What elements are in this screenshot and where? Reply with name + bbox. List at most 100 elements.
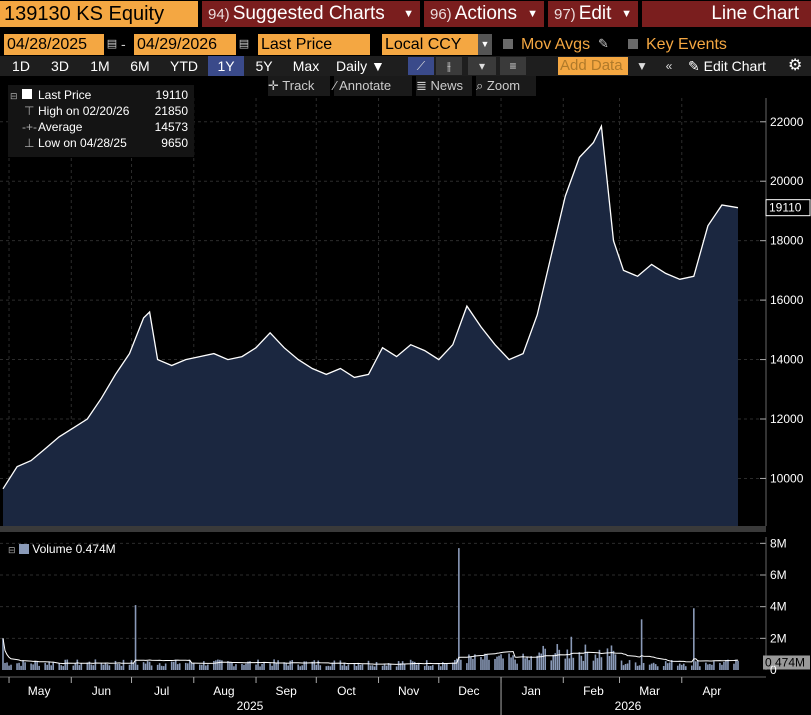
chevron-down-icon[interactable]: ▾ [468, 57, 496, 75]
track-tool[interactable]: ✛ Track [268, 76, 330, 96]
collapse-icon[interactable]: ⊟ [10, 91, 18, 101]
volume-bar [66, 659, 69, 670]
edit-chart-button[interactable]: ✎ Edit Chart [688, 56, 766, 76]
volume-bar [118, 663, 121, 670]
volume-bar [482, 659, 484, 670]
y-tick-label: 12000 [770, 412, 804, 426]
panel-divider[interactable] [0, 526, 766, 532]
volume-bar [247, 661, 249, 670]
double-chevron-left-icon[interactable]: « [658, 57, 680, 75]
zoom-tool[interactable]: ⌕ Zoom [476, 76, 536, 96]
volume-bar [283, 662, 285, 670]
volume-bar [596, 658, 599, 670]
candlestick-icon[interactable]: ⫲ [436, 57, 462, 75]
volume-bar [626, 663, 629, 670]
volume-bar [423, 665, 426, 670]
y-tick-label: 18000 [770, 234, 804, 248]
volume-bar [550, 660, 553, 670]
volume-bar [178, 663, 181, 670]
volume-bar [190, 663, 193, 670]
volume-bar [510, 657, 512, 670]
volume-tick-label: 2M [770, 631, 787, 645]
volume-bar [735, 659, 737, 670]
price-line [2, 123, 739, 490]
gear-icon[interactable]: ⚙ [788, 57, 803, 74]
volume-bar [530, 656, 532, 670]
period-3d[interactable]: 3D [51, 58, 69, 74]
volume-bar [188, 660, 191, 670]
volume-bar [606, 648, 609, 670]
caret-down-icon[interactable]: ▼ [632, 57, 652, 75]
line-chart-icon[interactable]: ⟋ [408, 57, 434, 75]
chevron-down-icon[interactable]: ▼ [478, 34, 492, 55]
volume-bar [64, 659, 67, 670]
end-date-field[interactable]: 04/29/2026 [134, 34, 236, 55]
volume-bar [275, 663, 277, 670]
period-max[interactable]: Max [292, 58, 320, 74]
volume-bar [128, 664, 131, 670]
y-tick-label: 22000 [770, 115, 804, 129]
annotate-tool[interactable]: ∕ Annotate [334, 76, 412, 96]
calendar-icon[interactable]: ▤ [238, 38, 250, 50]
volume-bar [512, 655, 514, 670]
volume-bar [614, 654, 617, 670]
high-value: 21850 [154, 104, 188, 118]
period-1m[interactable]: 1M [90, 58, 110, 74]
volume-bar [682, 663, 685, 670]
period-1y[interactable]: 1Y [208, 56, 244, 76]
currency-select[interactable]: Local CCY [382, 34, 478, 55]
start-date-field[interactable]: 04/28/2025 [4, 34, 104, 55]
mov-avgs-checkbox[interactable] [503, 39, 513, 49]
period-ytd[interactable]: YTD [170, 58, 198, 74]
period-1d[interactable]: 1D [12, 58, 30, 74]
calendar-icon[interactable]: ▤ [106, 38, 118, 50]
collapse-icon[interactable]: ⊟ [8, 545, 16, 555]
volume-bar [241, 663, 243, 670]
actions-menu[interactable]: 96) Actions ▼ [424, 1, 544, 27]
news-tool[interactable]: ≣ News [416, 76, 472, 96]
volume-bar [213, 660, 215, 670]
volume-bar [441, 662, 444, 670]
suggested-charts-menu[interactable]: 94) Suggested Charts ▼ [202, 1, 420, 27]
volume-bar [311, 661, 314, 670]
period-5y[interactable]: 5Y [255, 58, 273, 74]
volume-bar [162, 666, 165, 670]
top-menu-bar: 139130 KS Equity 94) Suggested Charts ▼ 96… [0, 0, 811, 28]
volume-bar [299, 666, 302, 670]
average-value: 14573 [154, 120, 188, 134]
average-marker-icon: -+- [22, 120, 37, 134]
edit-menu[interactable]: 97) Edit ▼ [548, 1, 638, 27]
volume-bar [526, 657, 528, 670]
volume-bar [273, 659, 275, 670]
volume-bar [516, 663, 518, 670]
volume-bar [331, 662, 334, 670]
month-label: Mar [639, 684, 660, 698]
volume-bar [277, 660, 279, 670]
volume-bar [556, 644, 559, 670]
volume-bar [317, 660, 320, 670]
volume-bar [172, 661, 175, 670]
x-axis: May Jun Jul Aug Sep Oct Nov Dec Jan Feb Mar Apr 2025… [0, 676, 766, 715]
frequency-select[interactable]: Daily ▼ [332, 56, 400, 76]
high-marker-icon: ⊤ [24, 104, 35, 118]
volume-bar [494, 658, 496, 670]
price-field-select[interactable]: Last Price [258, 34, 370, 55]
volume-bar [612, 650, 615, 670]
pencil-icon[interactable]: ✎ [598, 36, 609, 51]
ticker-field[interactable]: 139130 KS Equity [0, 1, 198, 27]
chart-type-label[interactable]: Line Chart [642, 1, 811, 27]
volume-bar [668, 662, 671, 670]
period-6m[interactable]: 6M [130, 58, 150, 74]
volume-bar [58, 662, 61, 670]
add-data-input[interactable]: Add Data [558, 57, 628, 75]
volume-bar [711, 664, 713, 670]
key-events-checkbox[interactable] [628, 39, 638, 49]
volume-bar [456, 658, 458, 670]
volume-bar [86, 662, 89, 670]
volume-bar [156, 664, 159, 670]
volume-bar [544, 648, 547, 670]
volume-bar [285, 663, 287, 670]
volume-bar [566, 649, 569, 670]
filter-icon[interactable]: ≡ [500, 57, 526, 75]
